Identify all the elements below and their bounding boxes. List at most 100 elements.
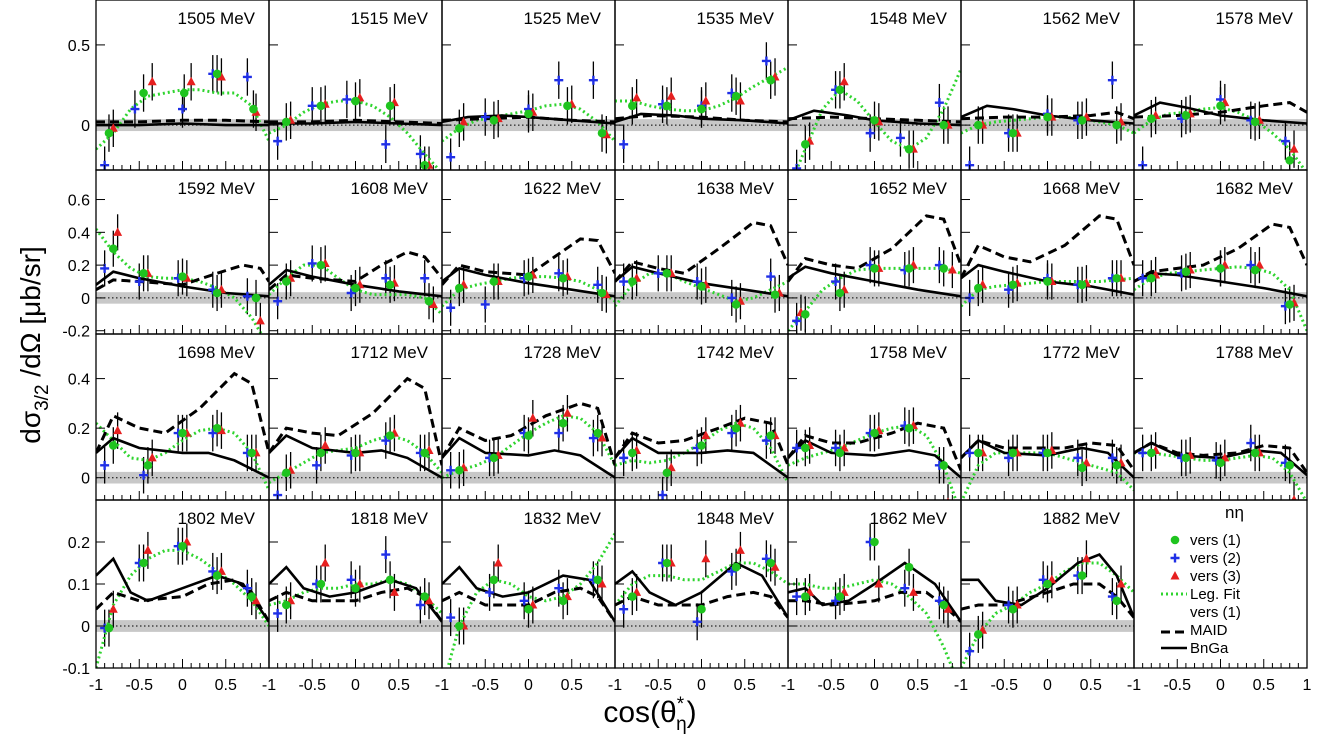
panel-energy-label: 1515 MeV bbox=[351, 9, 429, 28]
y-tick-label: 0.5 bbox=[68, 38, 90, 55]
panel-plot-area bbox=[1134, 424, 1307, 500]
vers2-point bbox=[761, 56, 771, 66]
vers2-point bbox=[619, 453, 629, 463]
vers2-point bbox=[307, 101, 317, 111]
bnga-curve bbox=[442, 436, 615, 479]
panel: 1562 MeV bbox=[960, 0, 1135, 171]
vers1-point bbox=[1077, 463, 1087, 473]
vers2-point bbox=[485, 587, 495, 597]
bnga-curve bbox=[788, 109, 961, 127]
vers1-point bbox=[109, 441, 118, 450]
vers1-point bbox=[351, 283, 360, 293]
vers2-point bbox=[312, 460, 322, 470]
vers1-point bbox=[593, 575, 602, 585]
panel: 1802 MeV bbox=[95, 499, 270, 669]
panel: 1862 MeV bbox=[787, 499, 962, 669]
vers1-point bbox=[212, 423, 222, 433]
vers2-point bbox=[1170, 553, 1180, 563]
bnga-curve bbox=[269, 120, 442, 127]
panel: 1698 MeV bbox=[95, 333, 270, 501]
x-tick-label: 0 bbox=[178, 677, 187, 694]
vers3-point bbox=[1081, 553, 1091, 563]
x-axis-label-main: cos(θ bbox=[603, 696, 676, 729]
vers2-point bbox=[1107, 592, 1117, 602]
vers3-point bbox=[666, 91, 676, 100]
vers1-point bbox=[1250, 117, 1260, 127]
vers1-point bbox=[731, 300, 741, 309]
x-tick-label: -1 bbox=[1127, 677, 1141, 694]
panel-energy-label: 1742 MeV bbox=[697, 343, 775, 362]
bnga-curve bbox=[615, 112, 788, 125]
systematic-band bbox=[96, 471, 269, 484]
x-tick-label: -0.5 bbox=[817, 677, 845, 694]
maid-curve bbox=[442, 237, 615, 286]
vers1-point bbox=[1216, 101, 1225, 111]
panel-plot-area bbox=[788, 63, 961, 170]
vers1-point bbox=[697, 604, 706, 614]
legend-entry-label: vers (1) bbox=[1190, 604, 1241, 621]
vers1-point bbox=[731, 91, 741, 101]
vers2-point bbox=[831, 596, 841, 606]
panel-energy-label: 1562 MeV bbox=[1043, 9, 1121, 28]
x-tick-label: -1 bbox=[781, 677, 795, 694]
y-tick-label: 0.4 bbox=[68, 225, 90, 242]
vers1-point bbox=[835, 592, 845, 601]
legendre-fit-curve bbox=[442, 414, 615, 480]
bnga-curve bbox=[788, 265, 961, 298]
vers1-point bbox=[251, 293, 261, 303]
y-tick-label: 0.1 bbox=[68, 577, 90, 594]
vers1-point bbox=[801, 310, 810, 319]
panel-energy-label: 1668 MeV bbox=[1043, 179, 1121, 198]
vers3-point bbox=[947, 265, 957, 274]
vers1-point bbox=[1181, 111, 1191, 120]
vers2-point bbox=[619, 139, 629, 149]
panel-plot-area bbox=[269, 376, 442, 500]
panel: 1788 MeV bbox=[1133, 333, 1308, 501]
vers2-point bbox=[178, 104, 187, 114]
y-tick-label: -0.1 bbox=[62, 661, 90, 678]
bnga-curve bbox=[788, 561, 961, 623]
x-tick-label: -0.5 bbox=[1163, 677, 1191, 694]
vers1-point bbox=[974, 630, 983, 639]
vers1-point bbox=[282, 600, 291, 610]
y-tick-label: 0.2 bbox=[68, 258, 90, 275]
vers3-point bbox=[320, 440, 330, 449]
vers2-point bbox=[1246, 260, 1256, 270]
vers1-point bbox=[282, 277, 291, 286]
systematic-band bbox=[96, 620, 269, 632]
maid-curve bbox=[1134, 101, 1307, 119]
panel: 1608 MeV bbox=[268, 169, 443, 335]
x-tick-label: 0 bbox=[524, 677, 533, 694]
systematic-band bbox=[269, 471, 442, 484]
panel-plot-area bbox=[1134, 222, 1307, 332]
vers1-point bbox=[628, 101, 637, 111]
vers1-point bbox=[524, 272, 533, 281]
vers2-point bbox=[130, 104, 140, 114]
vers3-point bbox=[459, 116, 469, 126]
vers2-point bbox=[658, 490, 668, 500]
vers1-point bbox=[766, 558, 775, 568]
systematic-band bbox=[1134, 292, 1307, 304]
vers1-point bbox=[939, 264, 948, 273]
legendre-fit-curve bbox=[446, 532, 615, 668]
vers3-point bbox=[597, 433, 607, 442]
vers3-point bbox=[701, 430, 711, 440]
vers2-point bbox=[593, 280, 603, 290]
bnga-curve bbox=[96, 122, 269, 127]
panel-energy-label: 1592 MeV bbox=[178, 179, 256, 198]
panel-energy-label: 1622 MeV bbox=[524, 179, 602, 198]
vers3-point bbox=[874, 579, 884, 588]
panel: 1622 MeV bbox=[441, 169, 616, 335]
legendre-fit-curve bbox=[961, 451, 1134, 500]
vers1-point bbox=[1043, 277, 1052, 286]
vers1-point bbox=[801, 592, 810, 601]
x-tick-label: 0 bbox=[1043, 677, 1052, 694]
vers1-point bbox=[662, 468, 672, 478]
panel: 1682 MeV bbox=[1133, 169, 1308, 335]
vers3-point bbox=[597, 579, 607, 588]
y-tick-label: 0 bbox=[81, 471, 90, 488]
bnga-curve bbox=[788, 438, 961, 479]
maid-curve bbox=[615, 220, 788, 283]
panel-energy-label: 1638 MeV bbox=[697, 179, 775, 198]
y-tick-label: 0 bbox=[81, 619, 90, 636]
